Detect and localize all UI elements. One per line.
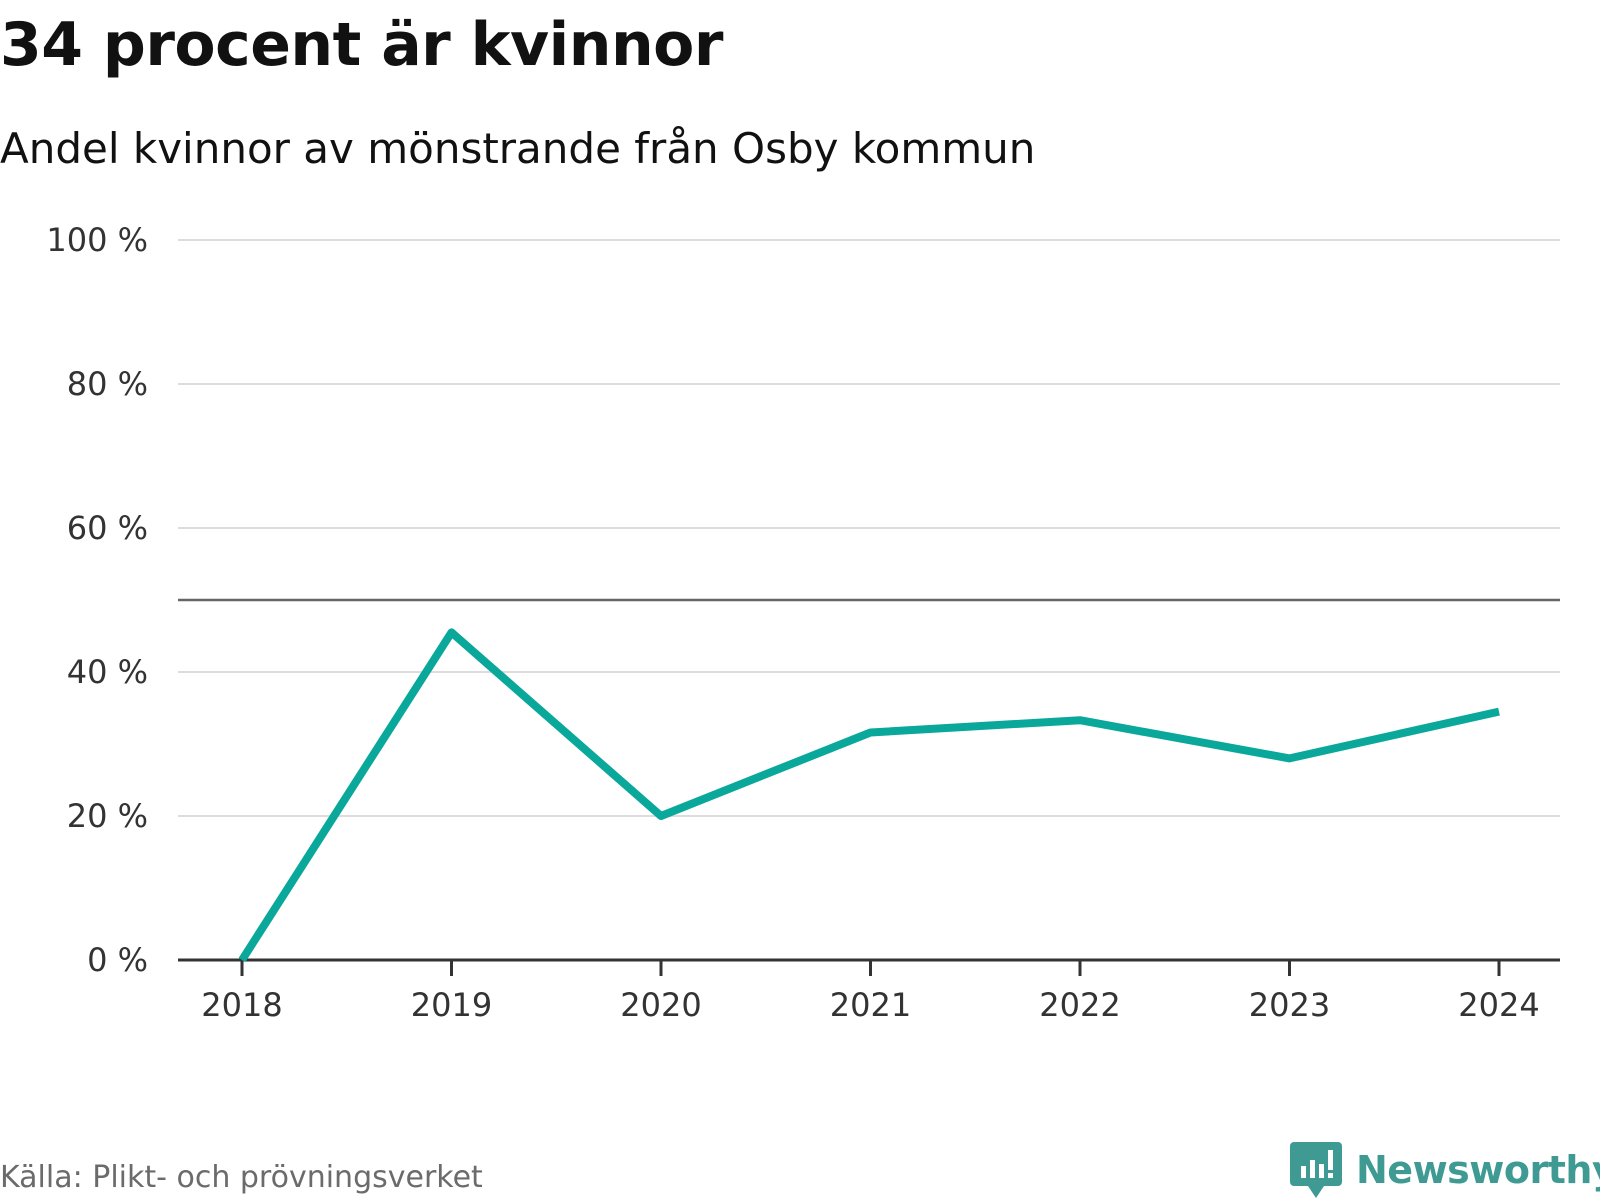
line-chart: 0 % 20 % 40 % 60 % 80 % 100 % 2018 2019 2020 2021… [46,221,1560,1024]
y-tick-label: 40 % [67,653,148,691]
chart-title: 34 procent är kvinnor [0,10,723,80]
y-tick-label: 20 % [67,797,148,835]
x-tick-label: 2024 [1458,986,1539,1024]
x-tick-label: 2018 [201,986,282,1024]
x-tick-label: 2023 [1249,986,1330,1024]
series-line [238,628,1500,963]
source-note: Källa: Plikt- och prövningsverket [0,1160,483,1195]
brand-name: Newsworthy [1356,1148,1600,1192]
brand-logo: Newsworthy [1290,1140,1600,1200]
x-tick-label: 2020 [620,986,701,1024]
chart-subtitle: Andel kvinnor av mönstrande från Osby ko… [0,124,1036,173]
x-tick-label: 2021 [830,986,911,1024]
y-tick-label: 60 % [67,509,148,547]
newsworthy-chart-icon [1290,1142,1342,1198]
y-tick-label: 0 % [87,941,148,979]
y-tick-label: 80 % [67,365,148,403]
x-tick-label: 2022 [1039,986,1120,1024]
x-tick-label: 2019 [411,986,492,1024]
y-tick-label: 100 % [46,221,148,259]
